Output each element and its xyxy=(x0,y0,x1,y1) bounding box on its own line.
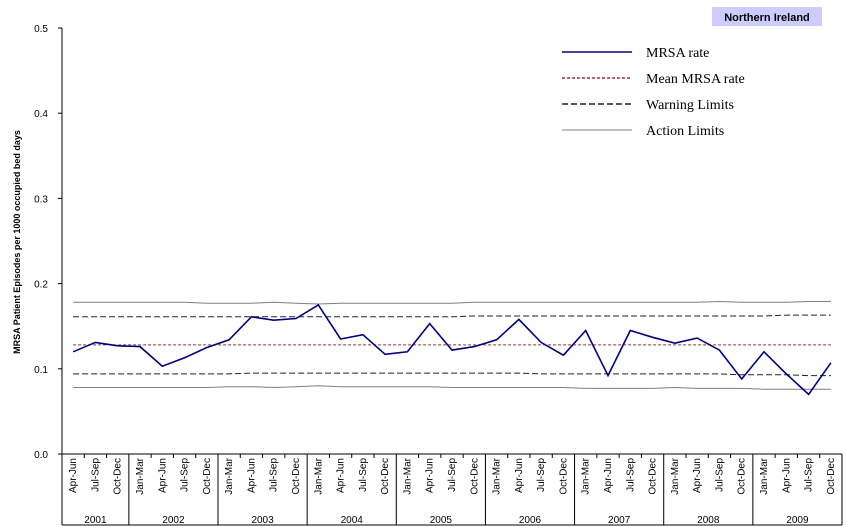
x-tick-label: Oct-Dec xyxy=(648,458,659,495)
legend-label: Mean MRSA rate xyxy=(646,72,745,87)
y-tick-label: 0.4 xyxy=(34,109,48,120)
x-tick-label: Jul-Sep xyxy=(90,458,101,492)
legend-label: Warning Limits xyxy=(646,98,734,113)
year-label: 2006 xyxy=(519,515,542,526)
year-label: 2001 xyxy=(84,515,107,526)
year-label: 2005 xyxy=(430,515,453,526)
x-tick-label: Oct-Dec xyxy=(202,458,213,495)
y-tick-label: 0.3 xyxy=(34,194,48,205)
y-axis-label: MRSA Patient Episodes per 1000 occupied … xyxy=(12,130,22,354)
x-tick-label: Oct-Dec xyxy=(558,458,569,495)
x-tick-label: Oct-Dec xyxy=(737,458,748,495)
year-label: 2004 xyxy=(341,515,364,526)
x-tick-label: Oct-Dec xyxy=(291,458,302,495)
x-tick-label: Apr-Jun xyxy=(68,458,79,493)
series-line-warning-limits-lower xyxy=(73,372,831,377)
x-tick-label: Jan-Mar xyxy=(759,457,770,494)
x-tick-label: Jan-Mar xyxy=(492,457,503,494)
x-tick-label: Jan-Mar xyxy=(224,457,235,494)
x-tick-label: Jan-Mar xyxy=(402,457,413,494)
x-tick-label: Jul-Sep xyxy=(625,458,636,492)
series-line-warning-limits-upper xyxy=(73,314,831,318)
x-tick-label: Apr-Jun xyxy=(781,458,792,493)
x-tick-label: Apr-Jun xyxy=(246,458,257,493)
region-badge: Northern Ireland xyxy=(712,7,822,26)
x-tick-label: Apr-Jun xyxy=(692,458,703,493)
y-tick-label: 0.2 xyxy=(34,280,48,291)
x-tick-label: Jan-Mar xyxy=(135,457,146,494)
series-line-action-limits-upper xyxy=(73,300,831,305)
x-tick-label: Jul-Sep xyxy=(269,458,280,492)
region-badge-background xyxy=(712,7,822,26)
x-tick-label: Oct-Dec xyxy=(113,458,124,495)
y-tick-label: 0.0 xyxy=(34,450,48,461)
legend: MRSA rate Mean MRSA rate Warning Limits Act… xyxy=(562,46,745,139)
x-tick-label: Jan-Mar xyxy=(313,457,324,494)
x-tick-label: Jan-Mar xyxy=(670,457,681,494)
y-axis: 0.0 0.1 0.2 0.3 0.4 0.5 xyxy=(34,24,63,461)
series-line-mrsa-rate xyxy=(72,303,832,396)
year-label: 2003 xyxy=(251,515,274,526)
year-label: 2002 xyxy=(162,515,185,526)
x-tick-label: Apr-Jun xyxy=(603,458,614,493)
x-tick-label: Jan-Mar xyxy=(581,457,592,494)
chart-title: Northern Ireland xyxy=(724,12,810,24)
x-tick-label: Oct-Dec xyxy=(826,458,837,495)
y-tick-label: 0.5 xyxy=(34,24,48,35)
x-tick-label: Jul-Sep xyxy=(447,458,458,492)
series-group xyxy=(72,300,832,396)
x-tick-label: Apr-Jun xyxy=(514,458,525,493)
x-tick-label: Jul-Sep xyxy=(536,458,547,492)
legend-label: MRSA rate xyxy=(646,46,709,61)
x-tick-label: Oct-Dec xyxy=(469,458,480,495)
year-label: 2007 xyxy=(608,515,631,526)
x-tick-label: Jul-Sep xyxy=(358,458,369,492)
y-tick-label: 0.1 xyxy=(34,365,48,376)
x-tick-label: Apr-Jun xyxy=(157,458,168,493)
x-tick-label: Jul-Sep xyxy=(180,458,191,492)
x-tick-label: Jul-Sep xyxy=(714,458,725,492)
x-tick-label: Apr-Jun xyxy=(425,458,436,493)
x-axis: Apr-Jun Jul-Sep Oct-Dec Jan-Mar Apr-Jun Jul-S… xyxy=(61,453,843,526)
x-tick-label: Jul-Sep xyxy=(804,458,815,492)
x-tick-label: Oct-Dec xyxy=(380,458,391,495)
x-tick-label: Apr-Jun xyxy=(336,458,347,493)
year-label: 2008 xyxy=(697,515,720,526)
series-line-action-limits-lower xyxy=(73,385,831,390)
legend-label: Action Limits xyxy=(646,124,724,139)
year-label: 2009 xyxy=(786,515,809,526)
